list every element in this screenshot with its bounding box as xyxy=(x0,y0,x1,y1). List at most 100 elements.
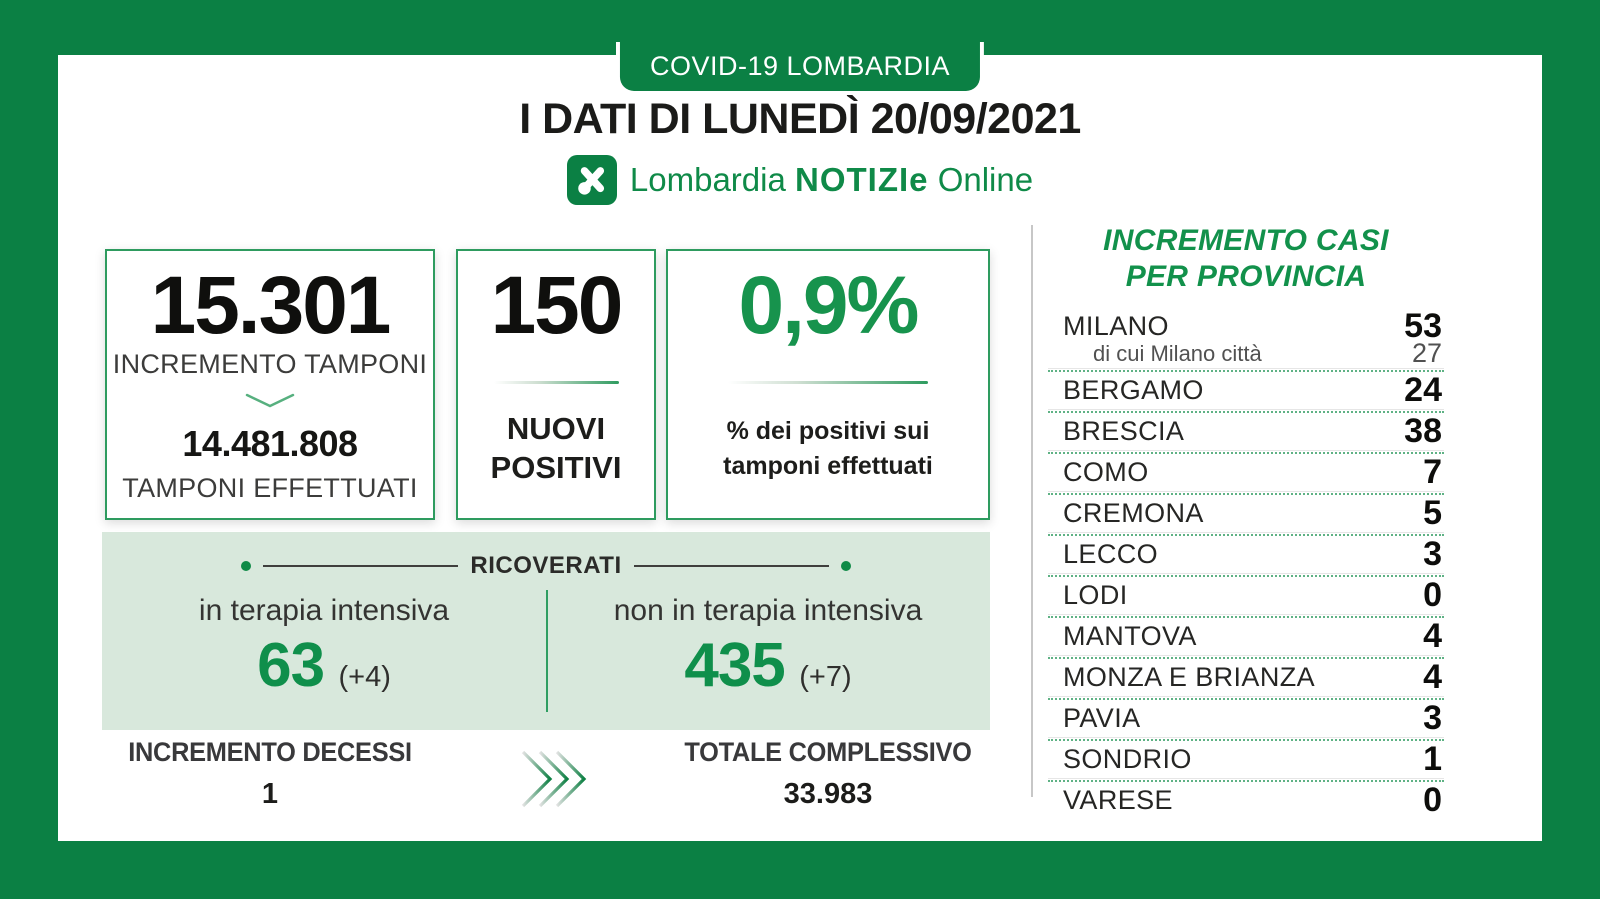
province-name: MONZA E BRIANZA xyxy=(1063,662,1316,692)
tamponi-total-label: TAMPONI EFFETTUATI xyxy=(122,473,418,503)
separator-line xyxy=(728,381,928,384)
totale-complessivo-value: 33.983 xyxy=(783,778,873,810)
province-value: 1 xyxy=(1423,740,1442,778)
separator-line xyxy=(493,381,619,384)
province-row: VARESE 0 xyxy=(1048,781,1444,819)
page-title: I DATI DI LUNEDÌ 20/09/2021 xyxy=(519,95,1081,143)
header-line xyxy=(633,565,830,567)
province-name: COMO xyxy=(1063,457,1149,487)
province-name: BRESCIA xyxy=(1063,416,1185,446)
province-name: LODI xyxy=(1063,580,1128,610)
percentuale-label-line1: % dei positivi sui xyxy=(726,417,930,445)
dotted-separator xyxy=(1048,368,1444,372)
terapia-intensiva-label: in terapia intensiva xyxy=(198,594,450,627)
incremento-decessi-block: INCREMENTO DECESSI 1 xyxy=(105,737,435,811)
nuovi-positivi-label: NUOVI POSITIVI xyxy=(490,411,622,485)
tamponi-increment-label: INCREMENTO TAMPONI xyxy=(112,349,428,379)
province-sub-value: 27 xyxy=(1411,338,1442,368)
non-terapia-intensiva-delta: (+7) xyxy=(799,661,852,693)
province-name: PAVIA xyxy=(1063,703,1141,733)
terapia-intensiva-value: 63 xyxy=(257,631,325,700)
dotted-separator xyxy=(1048,532,1444,536)
incremento-decessi-value: 1 xyxy=(261,778,279,810)
vertical-divider xyxy=(546,590,548,712)
dotted-separator xyxy=(1048,696,1444,700)
province-value: 3 xyxy=(1423,699,1442,737)
province-value: 7 xyxy=(1423,453,1442,491)
province-value: 3 xyxy=(1423,535,1442,573)
content-area: I DATI DI LUNEDÌ 20/09/2021 Lombardia NO… xyxy=(58,55,1542,841)
province-title-line2: PER PROVINCIA xyxy=(1125,260,1367,293)
province-value: 4 xyxy=(1423,658,1442,696)
percentuale-value: 0,9% xyxy=(738,260,920,351)
province-name: SONDRIO xyxy=(1063,744,1192,774)
province-value: 38 xyxy=(1404,412,1442,450)
bullet-dot-icon xyxy=(241,561,251,571)
percentuale-label-line2: tamponi effettuati xyxy=(723,452,933,480)
province-row: PAVIA 3 xyxy=(1048,699,1444,737)
card-percentuale-positivi: 0,9% % dei positivi sui tamponi effettua… xyxy=(666,249,990,520)
province-row: LECCO 3 xyxy=(1048,535,1444,573)
nuovi-positivi-value: 150 xyxy=(490,260,624,351)
province-title-line1: INCREMENTO CASI xyxy=(1103,224,1389,257)
dotted-separator xyxy=(1048,450,1444,454)
province-name: BERGAMO xyxy=(1063,375,1204,405)
totale-complessivo-label: TOTALE COMPLESSIVO xyxy=(684,737,972,767)
card-incremento-tamponi: 15.301 INCREMENTO TAMPONI 14.481.808 TAM… xyxy=(105,249,435,520)
dotted-separator xyxy=(1048,778,1444,782)
non-terapia-intensiva-label: non in terapia intensiva xyxy=(613,594,923,627)
province-row: BERGAMO 24 xyxy=(1048,371,1444,409)
terapia-intensiva-delta: (+4) xyxy=(338,661,391,693)
ricoverati-columns: in terapia intensiva 63 (+4) non in tera… xyxy=(102,594,990,701)
logo-online: Online xyxy=(937,161,1034,198)
ricoverati-title: RICOVERATI xyxy=(470,552,622,579)
dotted-separator xyxy=(1048,737,1444,741)
tamponi-total-value: 14.481.808 xyxy=(182,423,358,464)
province-name: VARESE xyxy=(1063,785,1173,815)
province-value: 53 xyxy=(1404,307,1442,345)
province-name: MILANO xyxy=(1063,311,1169,341)
province-name: LECCO xyxy=(1063,539,1159,569)
province-row: MONZA E BRIANZA 4 xyxy=(1048,658,1444,696)
province-row: MANTOVA 4 xyxy=(1048,617,1444,655)
province-row: LODI 0 xyxy=(1048,576,1444,614)
non-terapia-intensiva-value: 435 xyxy=(684,631,785,700)
lombardia-rosa-camuna-icon xyxy=(566,155,617,205)
dotted-separator xyxy=(1048,614,1444,618)
province-value: 5 xyxy=(1423,494,1442,532)
logo-name: Lombardia xyxy=(629,161,786,198)
lombardia-notizie-logo: Lombardia NOTIZIe Online xyxy=(58,155,1542,205)
dotted-separator xyxy=(1048,491,1444,495)
logo-wordmark: Lombardia NOTIZIe Online xyxy=(630,161,1033,199)
province-sub-name: di cui Milano città xyxy=(1093,340,1262,366)
header-line xyxy=(263,565,459,567)
incremento-decessi-label: INCREMENTO DECESSI xyxy=(128,737,412,767)
triple-chevron-right-icon xyxy=(520,749,590,814)
column-divider xyxy=(1031,225,1033,797)
province-row: CREMONA 5 xyxy=(1048,494,1444,532)
chevron-down-icon xyxy=(244,392,296,415)
terapia-intensiva-block: in terapia intensiva 63 (+4) xyxy=(102,594,546,701)
card-nuovi-positivi: 150 NUOVI POSITIVI xyxy=(456,249,656,520)
ricoverati-header: RICOVERATI xyxy=(241,552,852,580)
tamponi-increment-value: 15.301 xyxy=(150,260,392,351)
dotted-separator xyxy=(1048,573,1444,577)
province-row: MILANO 53 xyxy=(1048,307,1444,345)
non-terapia-intensiva-block: non in terapia intensiva 435 (+7) xyxy=(546,594,990,701)
province-title: INCREMENTO CASI PER PROVINCIA xyxy=(1048,223,1444,295)
province-value: 24 xyxy=(1404,371,1442,409)
province-value: 4 xyxy=(1423,617,1442,655)
dotted-separator xyxy=(1048,409,1444,413)
province-value: 0 xyxy=(1423,781,1442,819)
province-name: CREMONA xyxy=(1063,498,1204,528)
logo-notizie: NOTIZIe xyxy=(795,161,929,198)
province-row: BRESCIA 38 xyxy=(1048,412,1444,450)
totale-complessivo-block: TOTALE COMPLESSIVO 33.983 xyxy=(666,737,990,811)
province-name: MANTOVA xyxy=(1063,621,1197,651)
province-value: 0 xyxy=(1423,576,1442,614)
dotted-separator xyxy=(1048,655,1444,659)
province-panel: INCREMENTO CASI PER PROVINCIA MILANO 53 … xyxy=(1048,223,1444,819)
percentuale-label: % dei positivi sui tamponi effettuati xyxy=(723,414,933,484)
province-list: MILANO 53 di cui Milano città 27 BERGAMO… xyxy=(1048,307,1444,819)
